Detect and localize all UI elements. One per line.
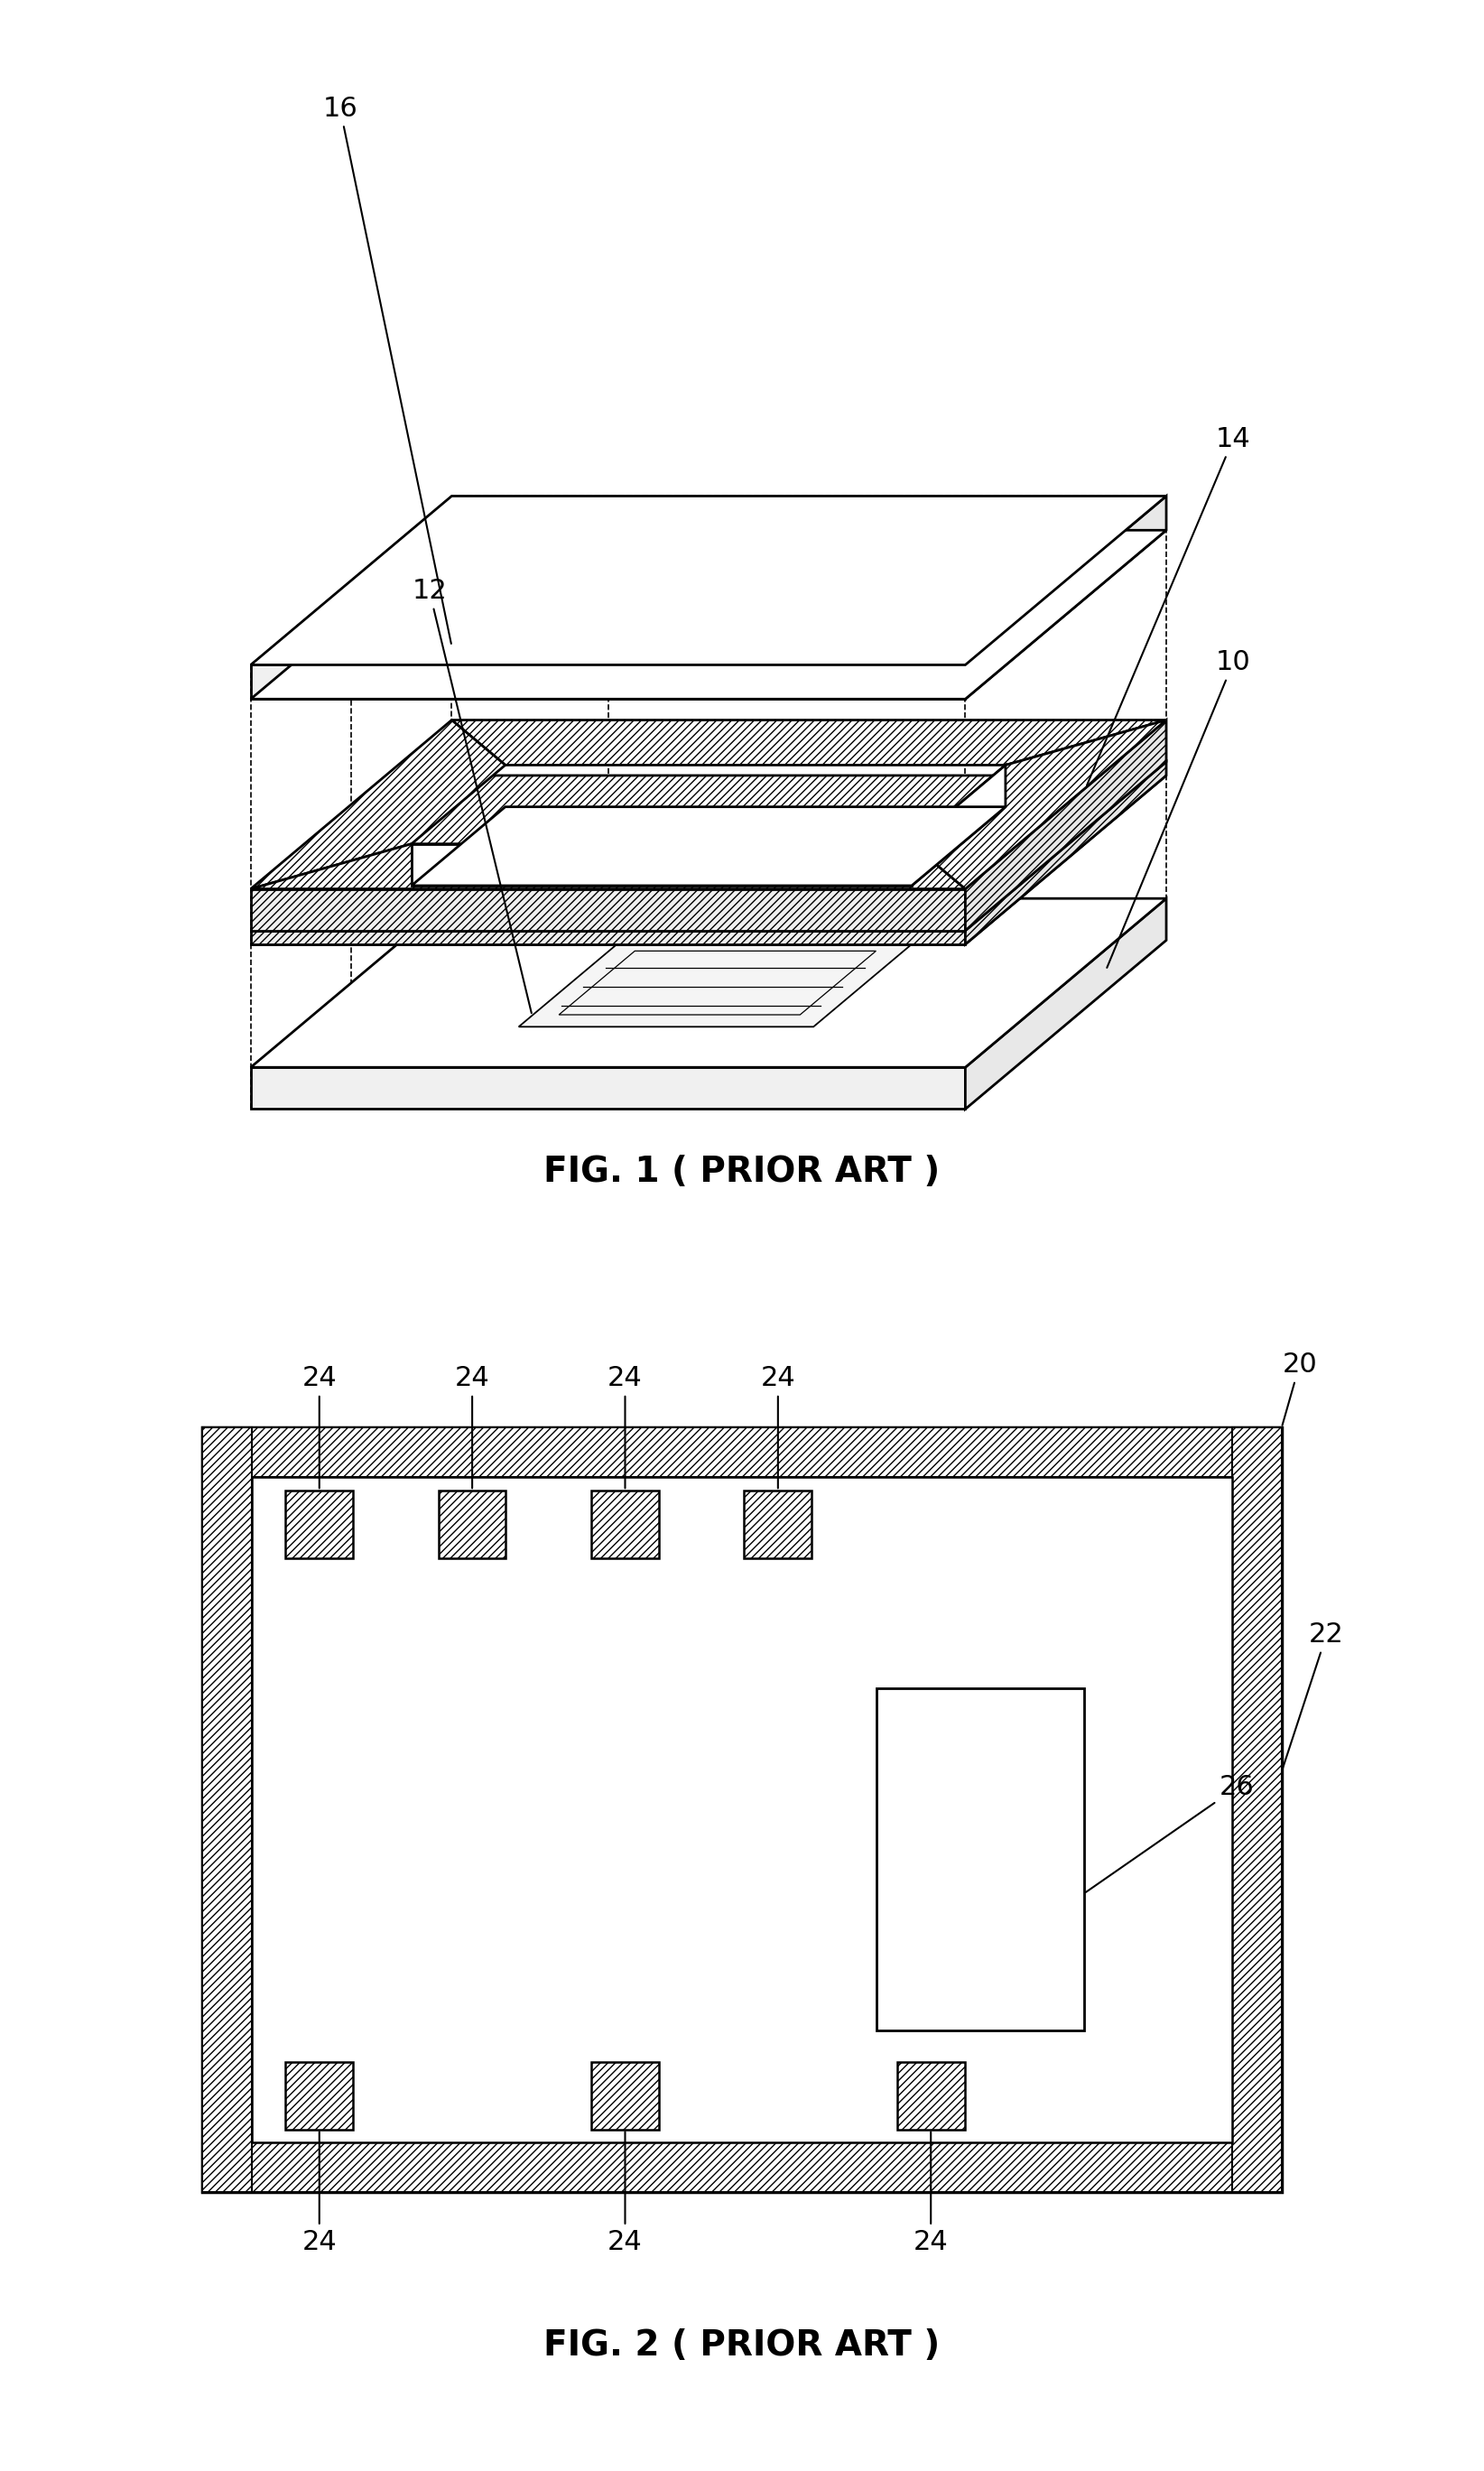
Text: 24: 24 [301, 1364, 337, 1488]
Polygon shape [965, 719, 1166, 932]
Polygon shape [251, 665, 965, 699]
Polygon shape [965, 497, 1166, 699]
Text: 24: 24 [913, 2132, 948, 2256]
Polygon shape [965, 899, 1166, 1109]
Bar [898, 2061, 965, 2130]
Text: 10: 10 [1107, 650, 1251, 969]
Bar [252, 1478, 1232, 2142]
Text: 24: 24 [760, 1364, 795, 1488]
Polygon shape [251, 531, 1166, 699]
Text: 12: 12 [413, 578, 531, 1013]
Bar [202, 2142, 1282, 2192]
Bar [591, 2061, 659, 2130]
Bar [877, 1688, 1083, 2031]
Polygon shape [251, 899, 1166, 1067]
Polygon shape [251, 1067, 965, 1109]
Polygon shape [519, 941, 916, 1028]
Text: 24: 24 [454, 1364, 490, 1488]
Polygon shape [251, 776, 1166, 944]
Text: 24: 24 [607, 1364, 643, 1488]
Polygon shape [251, 845, 965, 890]
Bar [591, 1490, 659, 1559]
Text: 16: 16 [322, 96, 451, 642]
Text: 24: 24 [301, 2132, 337, 2256]
Bar [202, 1428, 252, 2192]
Polygon shape [251, 932, 965, 944]
Text: 26: 26 [1086, 1774, 1254, 1893]
Bar [252, 1478, 1232, 2142]
Text: 20: 20 [1282, 1352, 1318, 1426]
Polygon shape [451, 719, 1166, 766]
Polygon shape [911, 719, 1166, 890]
Polygon shape [411, 808, 1006, 885]
Bar [285, 1490, 353, 1559]
Text: FIG. 1 ( PRIOR ART ): FIG. 1 ( PRIOR ART ) [543, 1154, 941, 1189]
Polygon shape [965, 761, 1166, 944]
Text: FIG. 2 ( PRIOR ART ): FIG. 2 ( PRIOR ART ) [543, 2328, 941, 2362]
Polygon shape [251, 890, 965, 932]
Polygon shape [251, 719, 505, 890]
Bar [438, 1490, 506, 1559]
Bar [745, 1490, 812, 1559]
Bar [202, 1428, 1282, 1478]
Bar [202, 1428, 1282, 2192]
Polygon shape [251, 497, 1166, 665]
Bar [1232, 1428, 1282, 2192]
Text: 24: 24 [607, 2132, 643, 2256]
Bar [285, 2061, 353, 2130]
Text: 22: 22 [1282, 1621, 1345, 1769]
Text: 14: 14 [1086, 425, 1251, 786]
Polygon shape [411, 845, 911, 885]
Polygon shape [911, 766, 1006, 885]
